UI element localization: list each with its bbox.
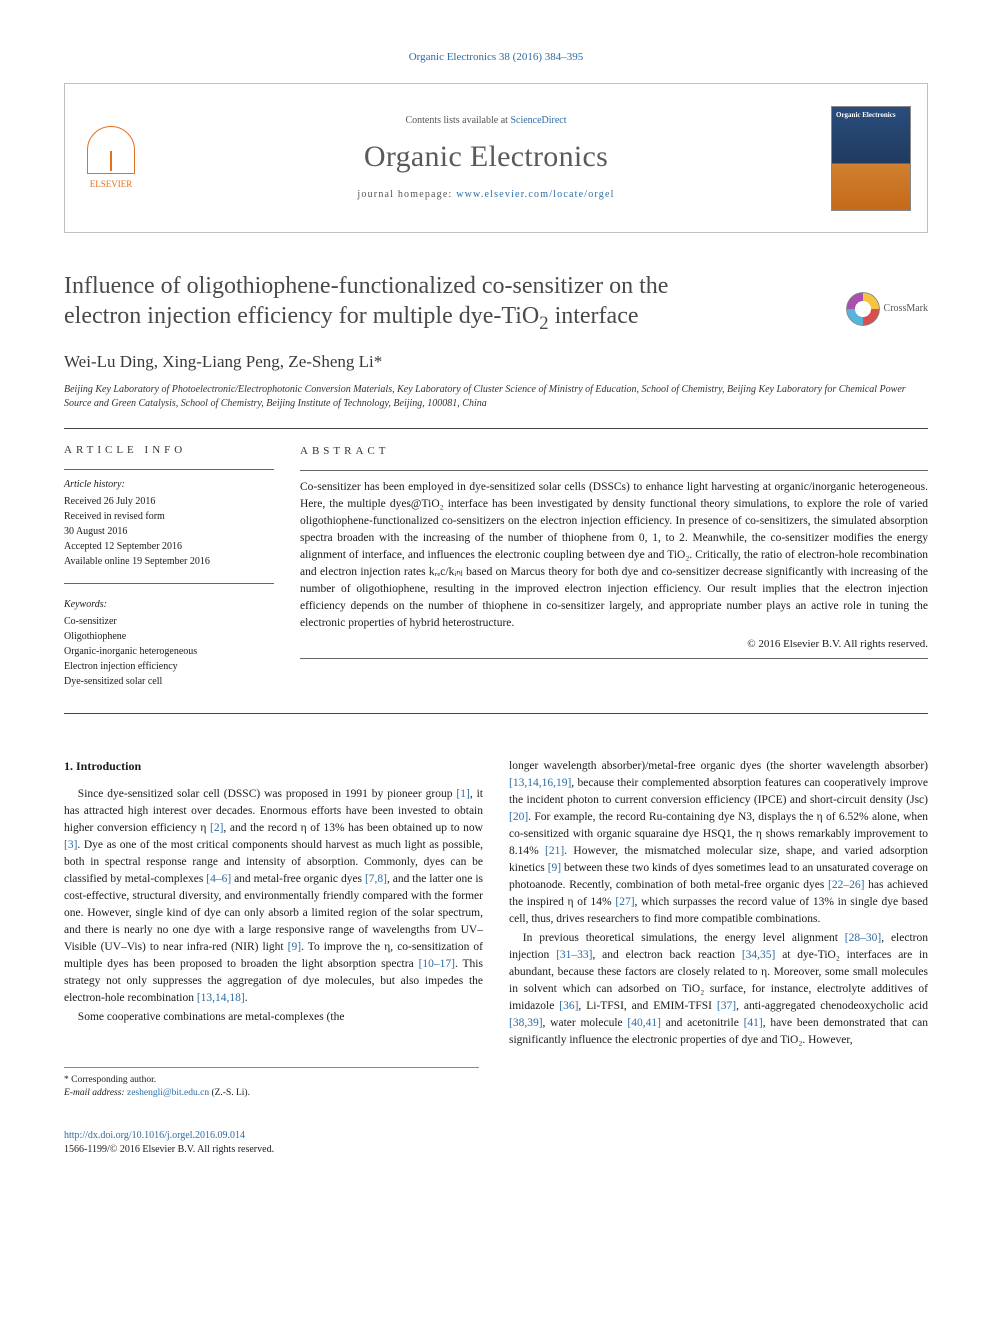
article-info-heading: ARTICLE INFO bbox=[64, 443, 274, 458]
divider-top bbox=[64, 428, 928, 429]
title-line-2b: interface bbox=[549, 303, 639, 329]
intro-para-1: Since dye-sensitized solar cell (DSSC) w… bbox=[64, 786, 483, 1007]
history-line-1: Received in revised form bbox=[64, 509, 274, 524]
contents-available-line: Contents lists available at ScienceDirec… bbox=[141, 114, 831, 128]
publisher-name: ELSEVIER bbox=[90, 178, 133, 191]
keyword-1: Oligothiophene bbox=[64, 629, 274, 644]
history-line-0: Received 26 July 2016 bbox=[64, 494, 274, 509]
info-hr-2 bbox=[64, 583, 274, 584]
article-title: Influence of oligothiophene-functionaliz… bbox=[64, 271, 804, 335]
corresponding-mark: * bbox=[374, 352, 383, 371]
info-hr-1 bbox=[64, 469, 274, 470]
bottom-bar: http://dx.doi.org/10.1016/j.orgel.2016.0… bbox=[64, 1129, 928, 1157]
keyword-4: Dye-sensitized solar cell bbox=[64, 674, 274, 689]
title-subscript: 2 bbox=[539, 313, 548, 334]
sciencedirect-link[interactable]: ScienceDirect bbox=[510, 115, 566, 126]
authors-text: Wei-Lu Ding, Xing-Liang Peng, Ze-Sheng L… bbox=[64, 352, 374, 371]
keywords-label: Keywords: bbox=[64, 598, 274, 612]
crossmark-badge[interactable]: CrossMark bbox=[846, 292, 928, 326]
journal-name: Organic Electronics bbox=[141, 136, 831, 178]
issn-copyright-line: 1566-1199/© 2016 Elsevier B.V. All right… bbox=[64, 1144, 274, 1155]
history-label: Article history: bbox=[64, 478, 274, 492]
title-line-1: Influence of oligothiophene-functionaliz… bbox=[64, 273, 668, 299]
homepage-prefix: journal homepage: bbox=[357, 189, 456, 200]
affiliation: Beijing Key Laboratory of Photoelectroni… bbox=[64, 383, 928, 410]
homepage-link[interactable]: www.elsevier.com/locate/orgel bbox=[456, 189, 614, 200]
section-heading-intro: 1. Introduction bbox=[64, 758, 483, 776]
divider-mid bbox=[64, 713, 928, 714]
body-two-column: 1. Introduction Since dye-sensitized sol… bbox=[64, 758, 928, 1049]
email-line: E-mail address: zeshengli@bit.edu.cn (Z.… bbox=[64, 1087, 479, 1100]
top-citation: Organic Electronics 38 (2016) 384–395 bbox=[64, 50, 928, 65]
keyword-2: Organic-inorganic heterogeneous bbox=[64, 644, 274, 659]
contents-prefix: Contents lists available at bbox=[405, 115, 510, 126]
footnote-block: * Corresponding author. E-mail address: … bbox=[64, 1067, 479, 1101]
history-line-2: 30 August 2016 bbox=[64, 524, 274, 539]
corresponding-author-note: * Corresponding author. bbox=[64, 1074, 479, 1087]
intro-para-3: longer wavelength absorber)/metal-free o… bbox=[509, 758, 928, 928]
abstract-heading: ABSTRACT bbox=[300, 443, 928, 459]
crossmark-label: CrossMark bbox=[884, 302, 928, 316]
crossmark-icon bbox=[846, 292, 880, 326]
abstract-copyright: © 2016 Elsevier B.V. All rights reserved… bbox=[300, 636, 928, 652]
elsevier-tree-icon bbox=[87, 126, 135, 174]
abstract-hr bbox=[300, 470, 928, 471]
keyword-3: Electron injection efficiency bbox=[64, 659, 274, 674]
cover-title: Organic Electronics bbox=[836, 111, 906, 121]
author-list: Wei-Lu Ding, Xing-Liang Peng, Ze-Sheng L… bbox=[64, 350, 928, 374]
abstract-text: Co-sensitizer has been employed in dye-s… bbox=[300, 479, 928, 632]
intro-para-2: Some cooperative combinations are metal-… bbox=[64, 1009, 483, 1026]
doi-link[interactable]: http://dx.doi.org/10.1016/j.orgel.2016.0… bbox=[64, 1130, 245, 1141]
elsevier-logo: ELSEVIER bbox=[81, 126, 141, 191]
journal-cover-thumbnail: Organic Electronics bbox=[831, 106, 911, 211]
abstract-block: ABSTRACT Co-sensitizer has been employed… bbox=[300, 443, 928, 688]
article-info-block: ARTICLE INFO Article history: Received 2… bbox=[64, 443, 274, 688]
keyword-0: Co-sensitizer bbox=[64, 614, 274, 629]
email-label: E-mail address: bbox=[64, 1088, 127, 1098]
title-line-2a: electron injection efficiency for multip… bbox=[64, 303, 539, 329]
history-line-4: Available online 19 September 2016 bbox=[64, 554, 274, 569]
journal-homepage-line: journal homepage: www.elsevier.com/locat… bbox=[141, 188, 831, 202]
journal-header: ELSEVIER Contents lists available at Sci… bbox=[64, 83, 928, 233]
history-line-3: Accepted 12 September 2016 bbox=[64, 539, 274, 554]
abstract-hr-bottom bbox=[300, 658, 928, 659]
intro-para-4: In previous theoretical simulations, the… bbox=[509, 930, 928, 1049]
email-author-name: (Z.-S. Li). bbox=[209, 1088, 250, 1098]
corresponding-email-link[interactable]: zeshengli@bit.edu.cn bbox=[127, 1088, 209, 1098]
